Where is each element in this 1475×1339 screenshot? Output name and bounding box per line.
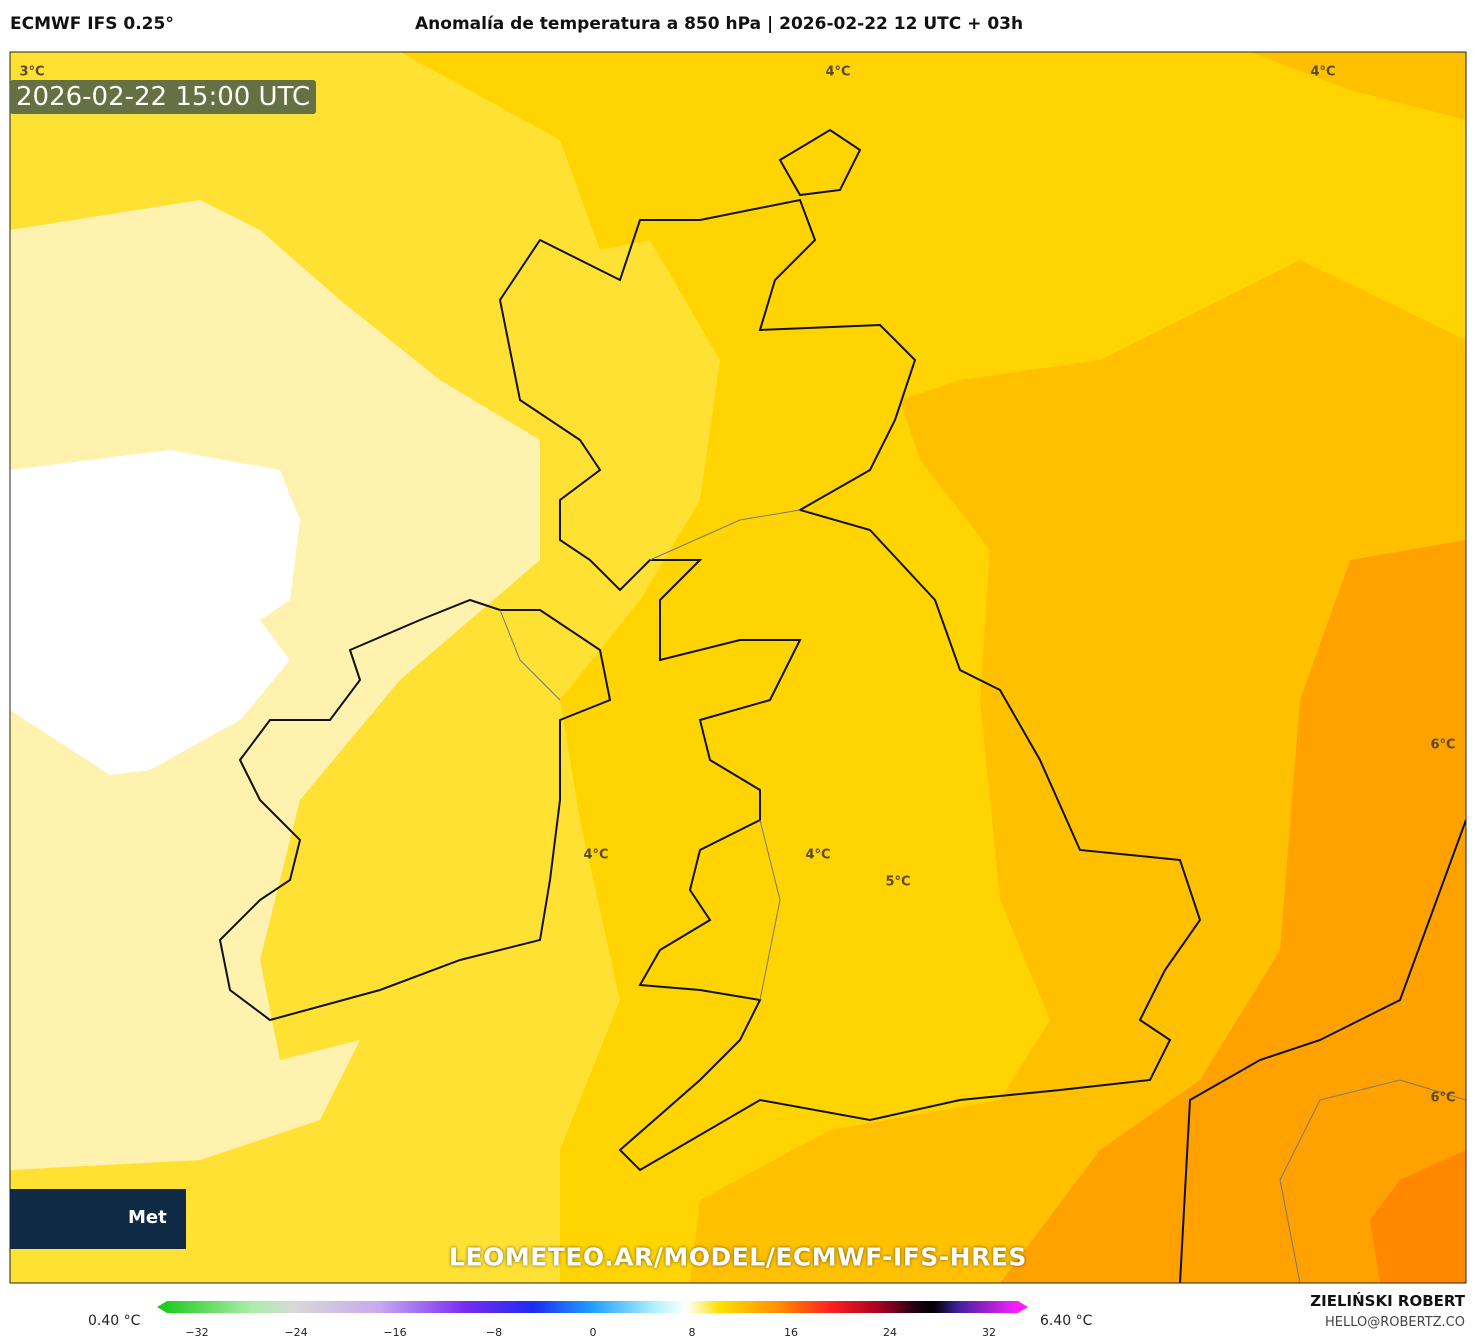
- contour-label: 4°C: [805, 847, 831, 863]
- logo-text: Met: [128, 1207, 167, 1228]
- contour-label: 6°C: [1430, 1090, 1456, 1106]
- colorbar-tick-label: 32: [982, 1326, 996, 1339]
- map-title: Anomalía de temperatura a 850 hPa | 2026…: [415, 14, 1024, 34]
- colorbar-tick-label: −8: [485, 1326, 503, 1339]
- colorbar: [167, 1301, 1018, 1313]
- credit-email: HELLO@ROBERTZ.CO: [1324, 1315, 1465, 1330]
- contour-label: 3°C: [19, 64, 45, 80]
- contour-label: 4°C: [825, 64, 851, 80]
- field: [1370, 1150, 1466, 1283]
- colorbar-tick-label: 24: [883, 1326, 897, 1339]
- colorbar-tick-label: −24: [284, 1326, 308, 1339]
- colorbar-max-label: 6.40 °C: [1040, 1313, 1093, 1329]
- colorbar-tick-label: 8: [688, 1326, 696, 1339]
- field: [1250, 52, 1466, 120]
- colorbar-max-arrow: [1018, 1301, 1028, 1313]
- field: [1000, 540, 1466, 1283]
- credit-name: ZIELIŃSKI ROBERT: [1310, 1292, 1465, 1310]
- timestamp: 2026-02-22 15:00 UTC: [10, 80, 317, 114]
- colorbar-tick-label: 0: [589, 1326, 597, 1339]
- contour-label: 4°C: [1310, 64, 1336, 80]
- contour-label: 5°C: [885, 874, 911, 890]
- field: [10, 450, 300, 775]
- model-name: ECMWF IFS 0.25°: [10, 14, 174, 34]
- colorbar-tick-label: 16: [784, 1326, 798, 1339]
- contour-label: 6°C: [1430, 737, 1456, 753]
- colorbar-tick-label: −16: [383, 1326, 407, 1339]
- borders: [499, 509, 1466, 1283]
- map-area: [10, 52, 1466, 1283]
- colorbar-min-arrow: [157, 1301, 167, 1313]
- colorbar-min-label: 0.40 °C: [88, 1313, 141, 1329]
- field: [10, 200, 540, 1170]
- map-frame: [9, 51, 1467, 1284]
- contour-label: 4°C: [583, 847, 609, 863]
- colorbar-tick-label: −32: [185, 1326, 209, 1339]
- logo: [10, 1189, 186, 1249]
- watermark: LEOMETEO.AR/MODEL/ECMWF-IFS-HRES: [449, 1242, 1027, 1272]
- coastline: [218, 128, 1466, 1283]
